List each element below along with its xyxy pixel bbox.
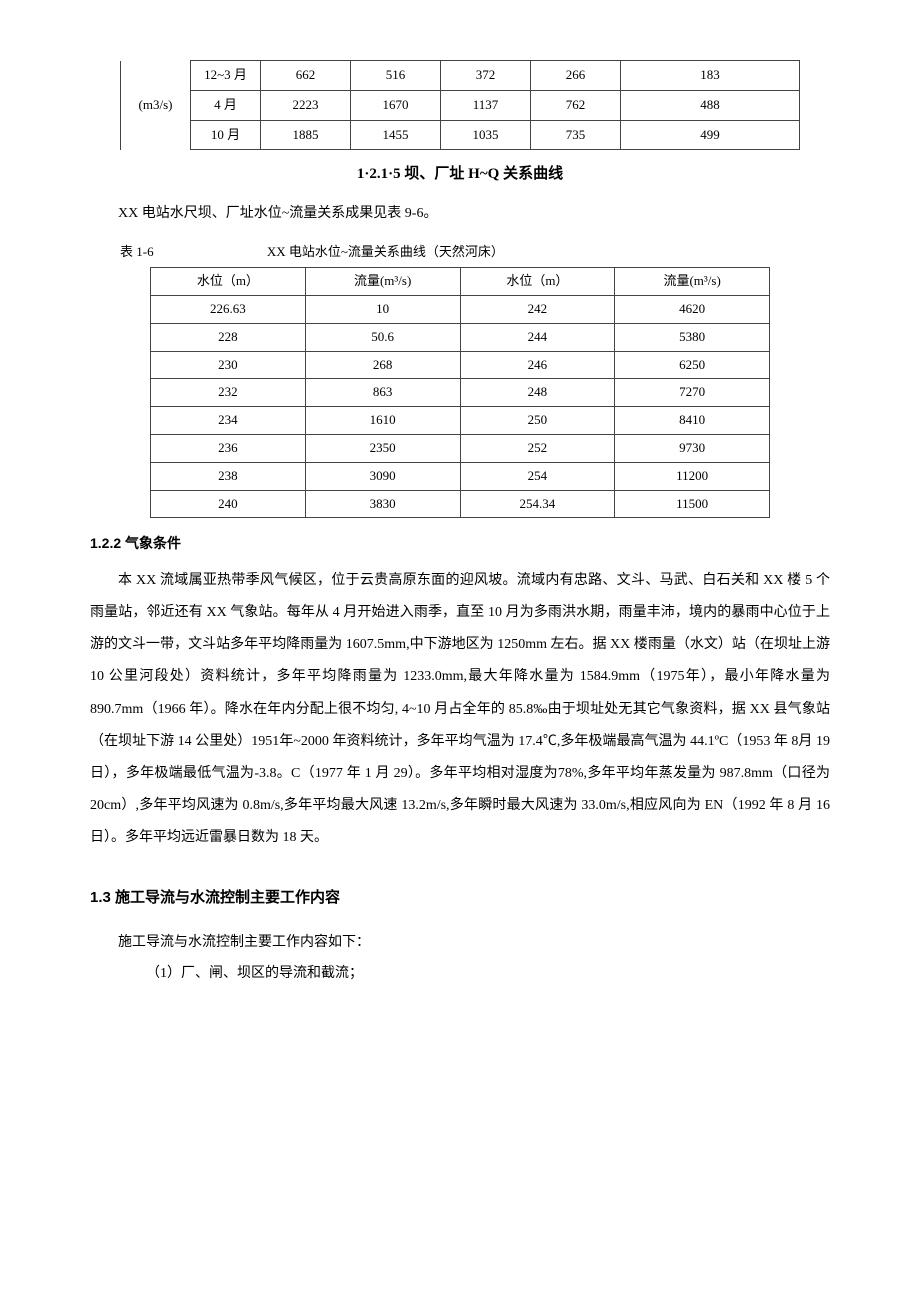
t1-r1-c2: 1670 <box>351 90 441 120</box>
flow-table-partial: (m3/s) 12~3 月 662 516 372 266 183 4 月 22… <box>120 60 800 150</box>
table2-caption-label: 表 1-6 <box>120 244 154 259</box>
section-1-2-1-5-title: 1·2.1·5 坝、厂址 H~Q 关系曲线 <box>90 162 830 186</box>
section-1-2-2-body: 本 XX 流域属亚热带季风气候区，位于云贵高原东面的迎风坡。流域内有忠路、文斗、… <box>90 565 830 855</box>
t1-r1-month: 4 月 <box>191 90 261 120</box>
t2-h3: 流量(m³/s) <box>615 268 770 296</box>
section-1-2-1-5-intro: XX 电站水尺坝、厂址水位~流量关系成果见表 9-6。 <box>90 200 830 228</box>
section-1-3-title: 1.3 施工导流与水流控制主要工作内容 <box>90 886 830 910</box>
table2-caption-title: XX 电站水位~流量关系曲线（天然河床） <box>267 244 504 259</box>
table-row: 238309025411200 <box>151 462 770 490</box>
t1-r1-c3: 1137 <box>441 90 531 120</box>
t1-r0-c1: 662 <box>261 61 351 91</box>
t1-r0-c2: 516 <box>351 61 441 91</box>
t1-r1-c4: 762 <box>531 90 621 120</box>
t1-r0-month: 12~3 月 <box>191 61 261 91</box>
table-row: 226.63102424620 <box>151 295 770 323</box>
table2-caption: 表 1-6 XX 电站水位~流量关系曲线（天然河床） <box>120 242 830 263</box>
table-row: 23416102508410 <box>151 407 770 435</box>
t1-r2-c1: 1885 <box>261 120 351 150</box>
t1-r2-c2: 1455 <box>351 120 441 150</box>
t1-r0-c4: 266 <box>531 61 621 91</box>
t1-r2-c4: 735 <box>531 120 621 150</box>
t1-r2-month: 10 月 <box>191 120 261 150</box>
t2-h0: 水位（m） <box>151 268 306 296</box>
t2-h2: 水位（m） <box>460 268 615 296</box>
table-row: 22850.62445380 <box>151 323 770 351</box>
t1-r2-c3: 1035 <box>441 120 531 150</box>
table-row: 2403830254.3411500 <box>151 490 770 518</box>
section-1-3-item1: （1）厂、闸、坝区的导流和截流； <box>90 959 830 990</box>
table-row: 2328632487270 <box>151 379 770 407</box>
t1-r1-c5: 488 <box>621 90 800 120</box>
t1-r2-c5: 499 <box>621 120 800 150</box>
section-1-2-2-title: 1.2.2 气象条件 <box>90 532 830 554</box>
table-row: 2302682466250 <box>151 351 770 379</box>
t1-r1-c1: 2223 <box>261 90 351 120</box>
table-row: 23623502529730 <box>151 434 770 462</box>
hq-relation-table: 水位（m） 流量(m³/s) 水位（m） 流量(m³/s) 226.631024… <box>150 267 770 518</box>
t1-r0-c3: 372 <box>441 61 531 91</box>
t1-r0-c5: 183 <box>621 61 800 91</box>
section-1-3-intro: 施工导流与水流控制主要工作内容如下： <box>90 928 830 959</box>
unit-cell: (m3/s) <box>121 61 191 150</box>
t2-h1: 流量(m³/s) <box>305 268 460 296</box>
